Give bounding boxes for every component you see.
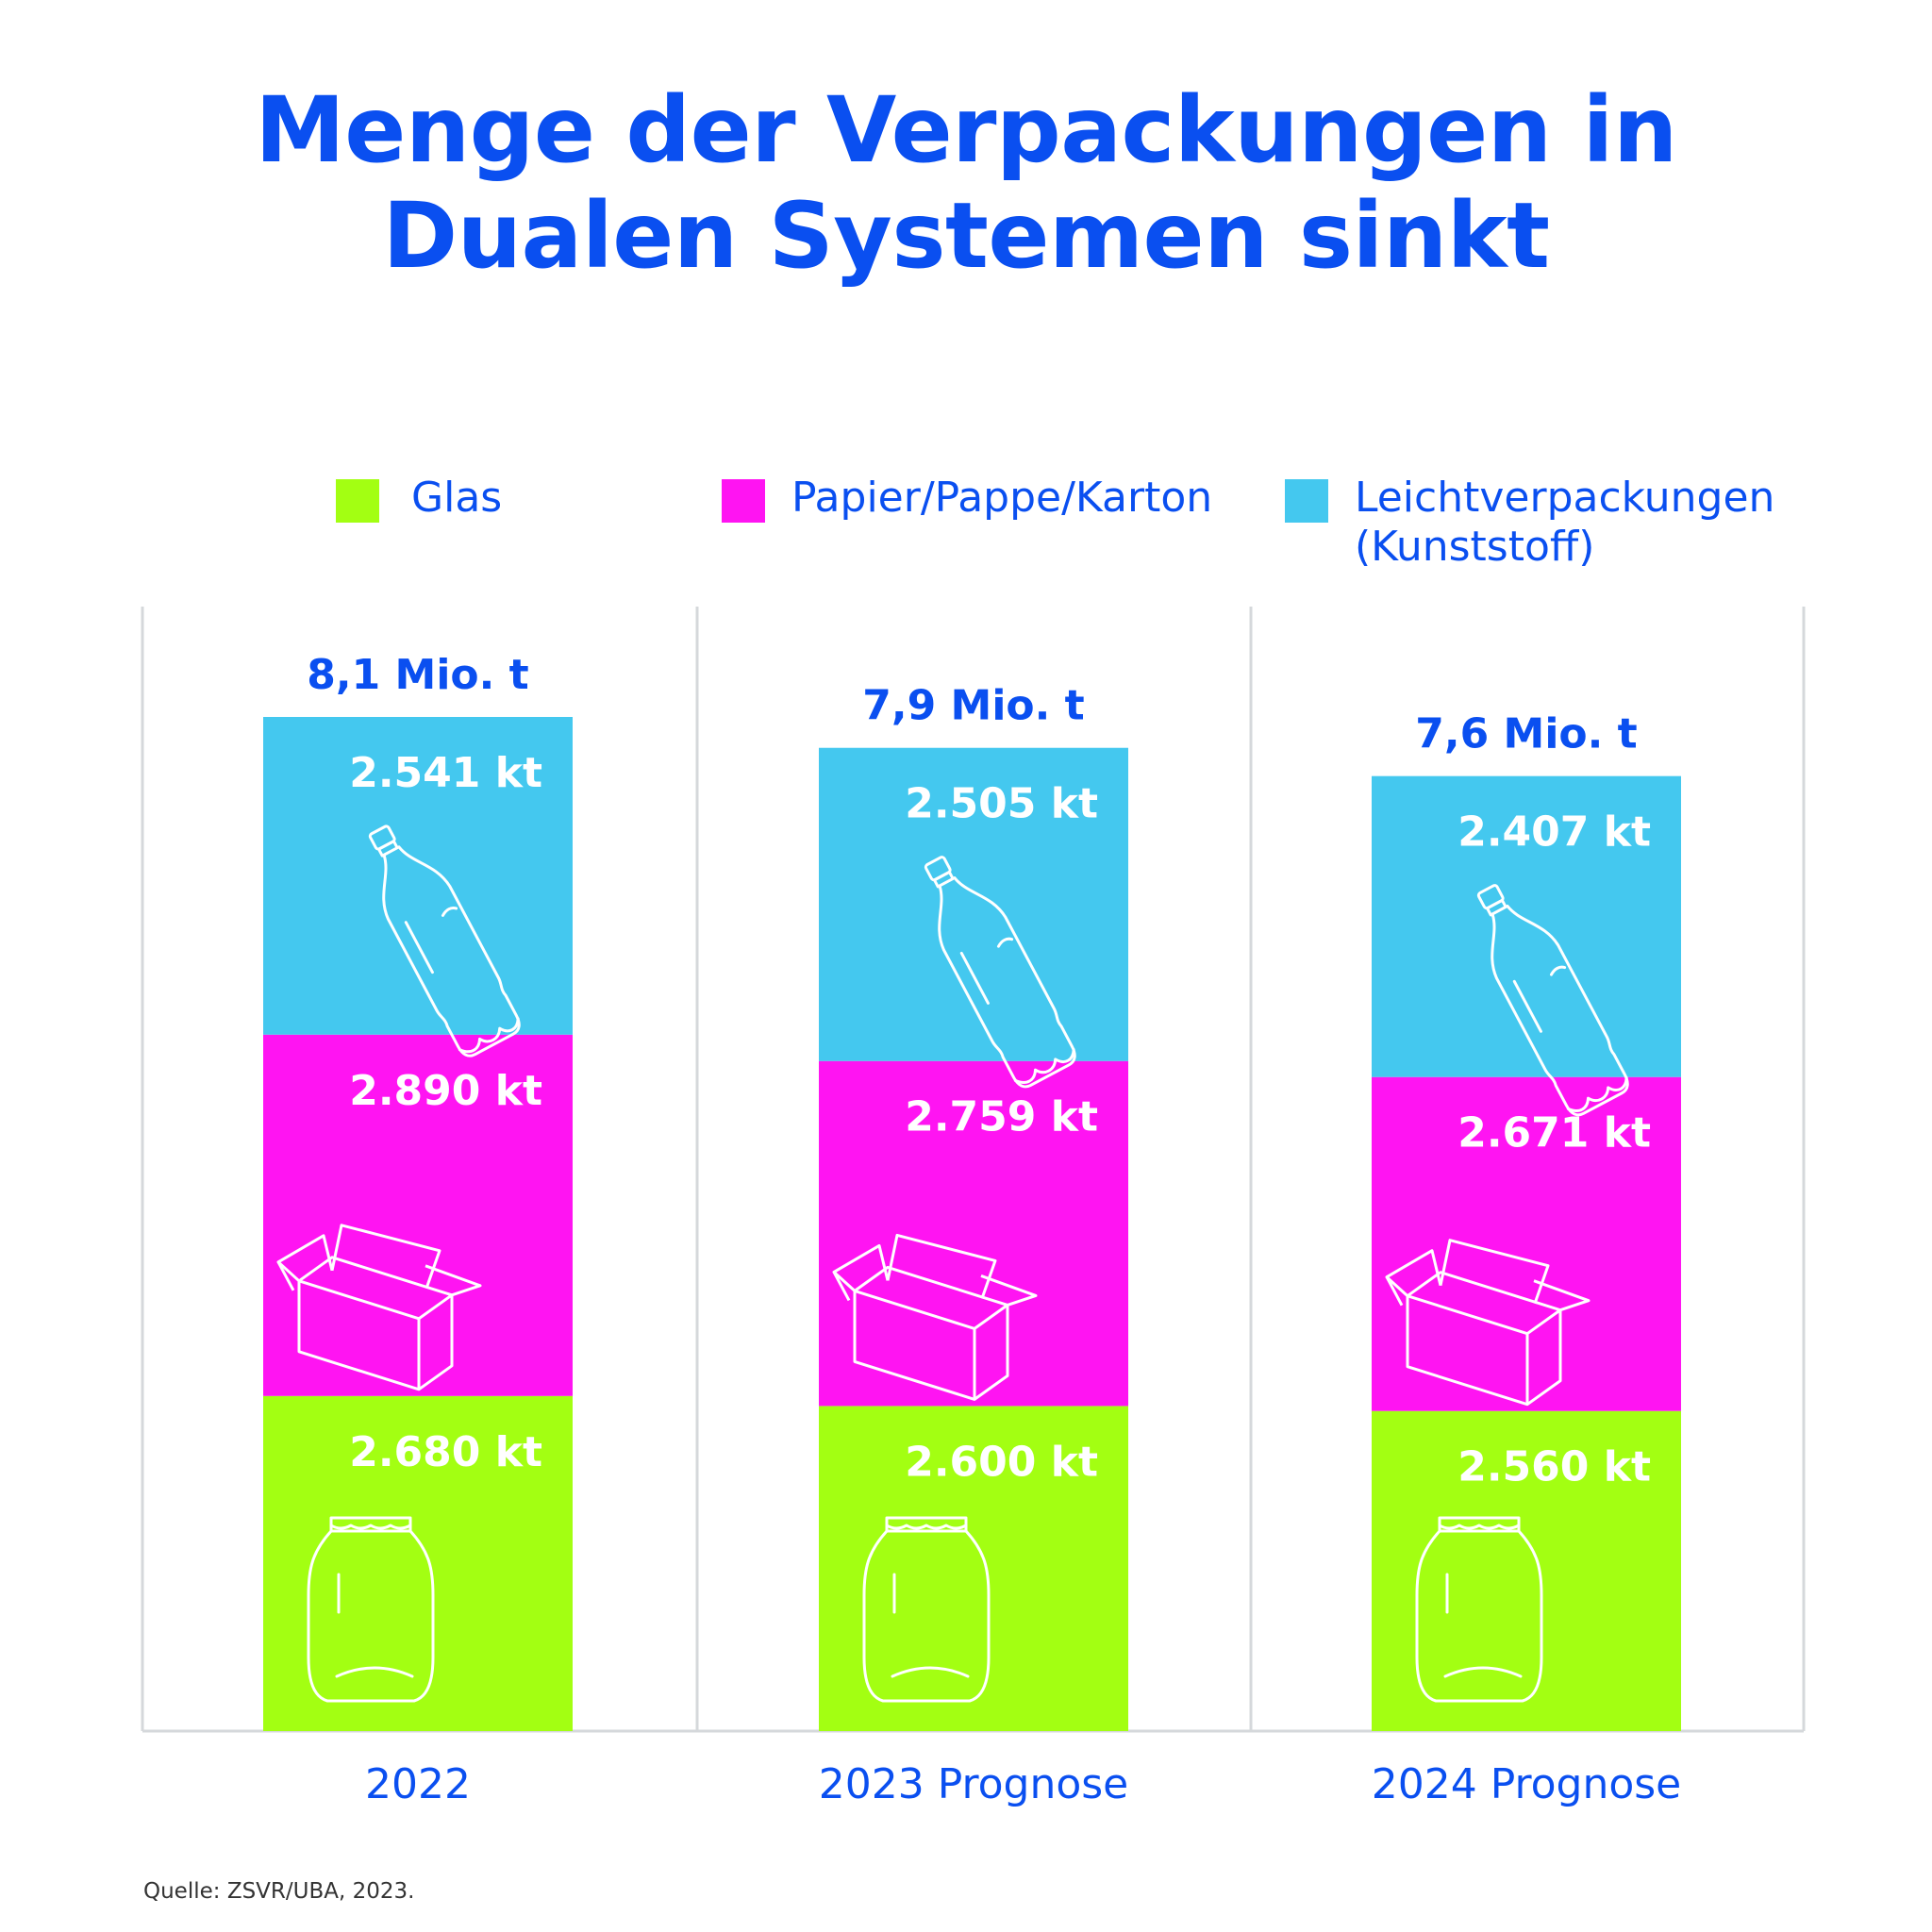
total-label-1: 7,9 Mio. t: [862, 682, 1084, 730]
category-label-0: 2022: [365, 1760, 471, 1808]
category-label-2: 2024 Prognose: [1372, 1760, 1682, 1808]
cardboard-box-icon-0: [276, 1224, 482, 1391]
icons-0: [276, 824, 521, 1703]
plastic-bottle-icon-2: [1476, 884, 1629, 1117]
segment-label-0-2: 2.541 kt: [349, 749, 542, 797]
bar-group-2: 2.560 kt 2.671 kt 2.407 kt 7,6 Mio. t 2024 P…: [1372, 710, 1682, 1808]
legend-label-papier: Papier/Pappe/Karton: [791, 474, 1213, 522]
legend-swatch-glas: [336, 479, 379, 523]
source-note: Quelle: ZSVR/UBA, 2023.: [143, 1879, 415, 1904]
glass-jar-icon-1: [862, 1516, 991, 1703]
segment-label-0-0: 2.680 kt: [349, 1428, 542, 1476]
segment-label-1-1: 2.759 kt: [905, 1093, 1098, 1141]
segment-label-1-0: 2.600 kt: [905, 1438, 1098, 1486]
icons-2: [1385, 884, 1629, 1703]
icons-1: [832, 856, 1076, 1703]
cardboard-box-icon-2: [1385, 1239, 1591, 1407]
total-label-2: 7,6 Mio. t: [1415, 710, 1637, 758]
bar-segment-1-0: [819, 1406, 1128, 1731]
glass-jar-icon-2: [1415, 1516, 1543, 1703]
legend-swatch-leichtverpackungen: [1285, 479, 1328, 523]
bar-segment-2-0: [1372, 1410, 1681, 1731]
chart-title-line-1: Menge der Verpackungen in: [255, 77, 1677, 183]
chart-title: Menge der Verpackungen in Dualen Systeme…: [0, 77, 1932, 289]
segment-label-1-2: 2.505 kt: [905, 780, 1098, 828]
bar-segment-2-2: [1372, 775, 1681, 1077]
cardboard-box-icon-1: [832, 1233, 1038, 1401]
glass-jar-icon-0: [307, 1516, 435, 1703]
bar-group-0: 2.680 kt 2.890 kt 2.541 kt 8,1 Mio. t 2022: [263, 651, 573, 1808]
plastic-bottle-icon-0: [368, 824, 521, 1058]
bar-group-1: 2.600 kt 2.759 kt 2.505 kt 7,9 Mio. t 2023 P…: [819, 682, 1129, 1808]
bar-segment-0-0: [263, 1395, 573, 1731]
legend-label-glas: Glas: [411, 474, 503, 522]
segment-label-2-2: 2.407 kt: [1457, 808, 1651, 857]
legend-swatch-papier: [722, 479, 765, 523]
legend-label-leichtverpackungen: Leichtverpackungen (Kunststoff): [1355, 474, 1775, 571]
segment-label-0-1: 2.890 kt: [349, 1067, 542, 1115]
bar-segment-0-2: [263, 717, 573, 1035]
segment-label-2-0: 2.560 kt: [1457, 1443, 1651, 1491]
category-label-1: 2023 Prognose: [819, 1760, 1129, 1808]
segment-label-2-1: 2.671 kt: [1457, 1109, 1651, 1158]
chart-title-line-2: Dualen Systemen sinkt: [382, 183, 1550, 289]
plastic-bottle-icon-1: [924, 856, 1076, 1089]
total-label-0: 8,1 Mio. t: [307, 651, 528, 699]
